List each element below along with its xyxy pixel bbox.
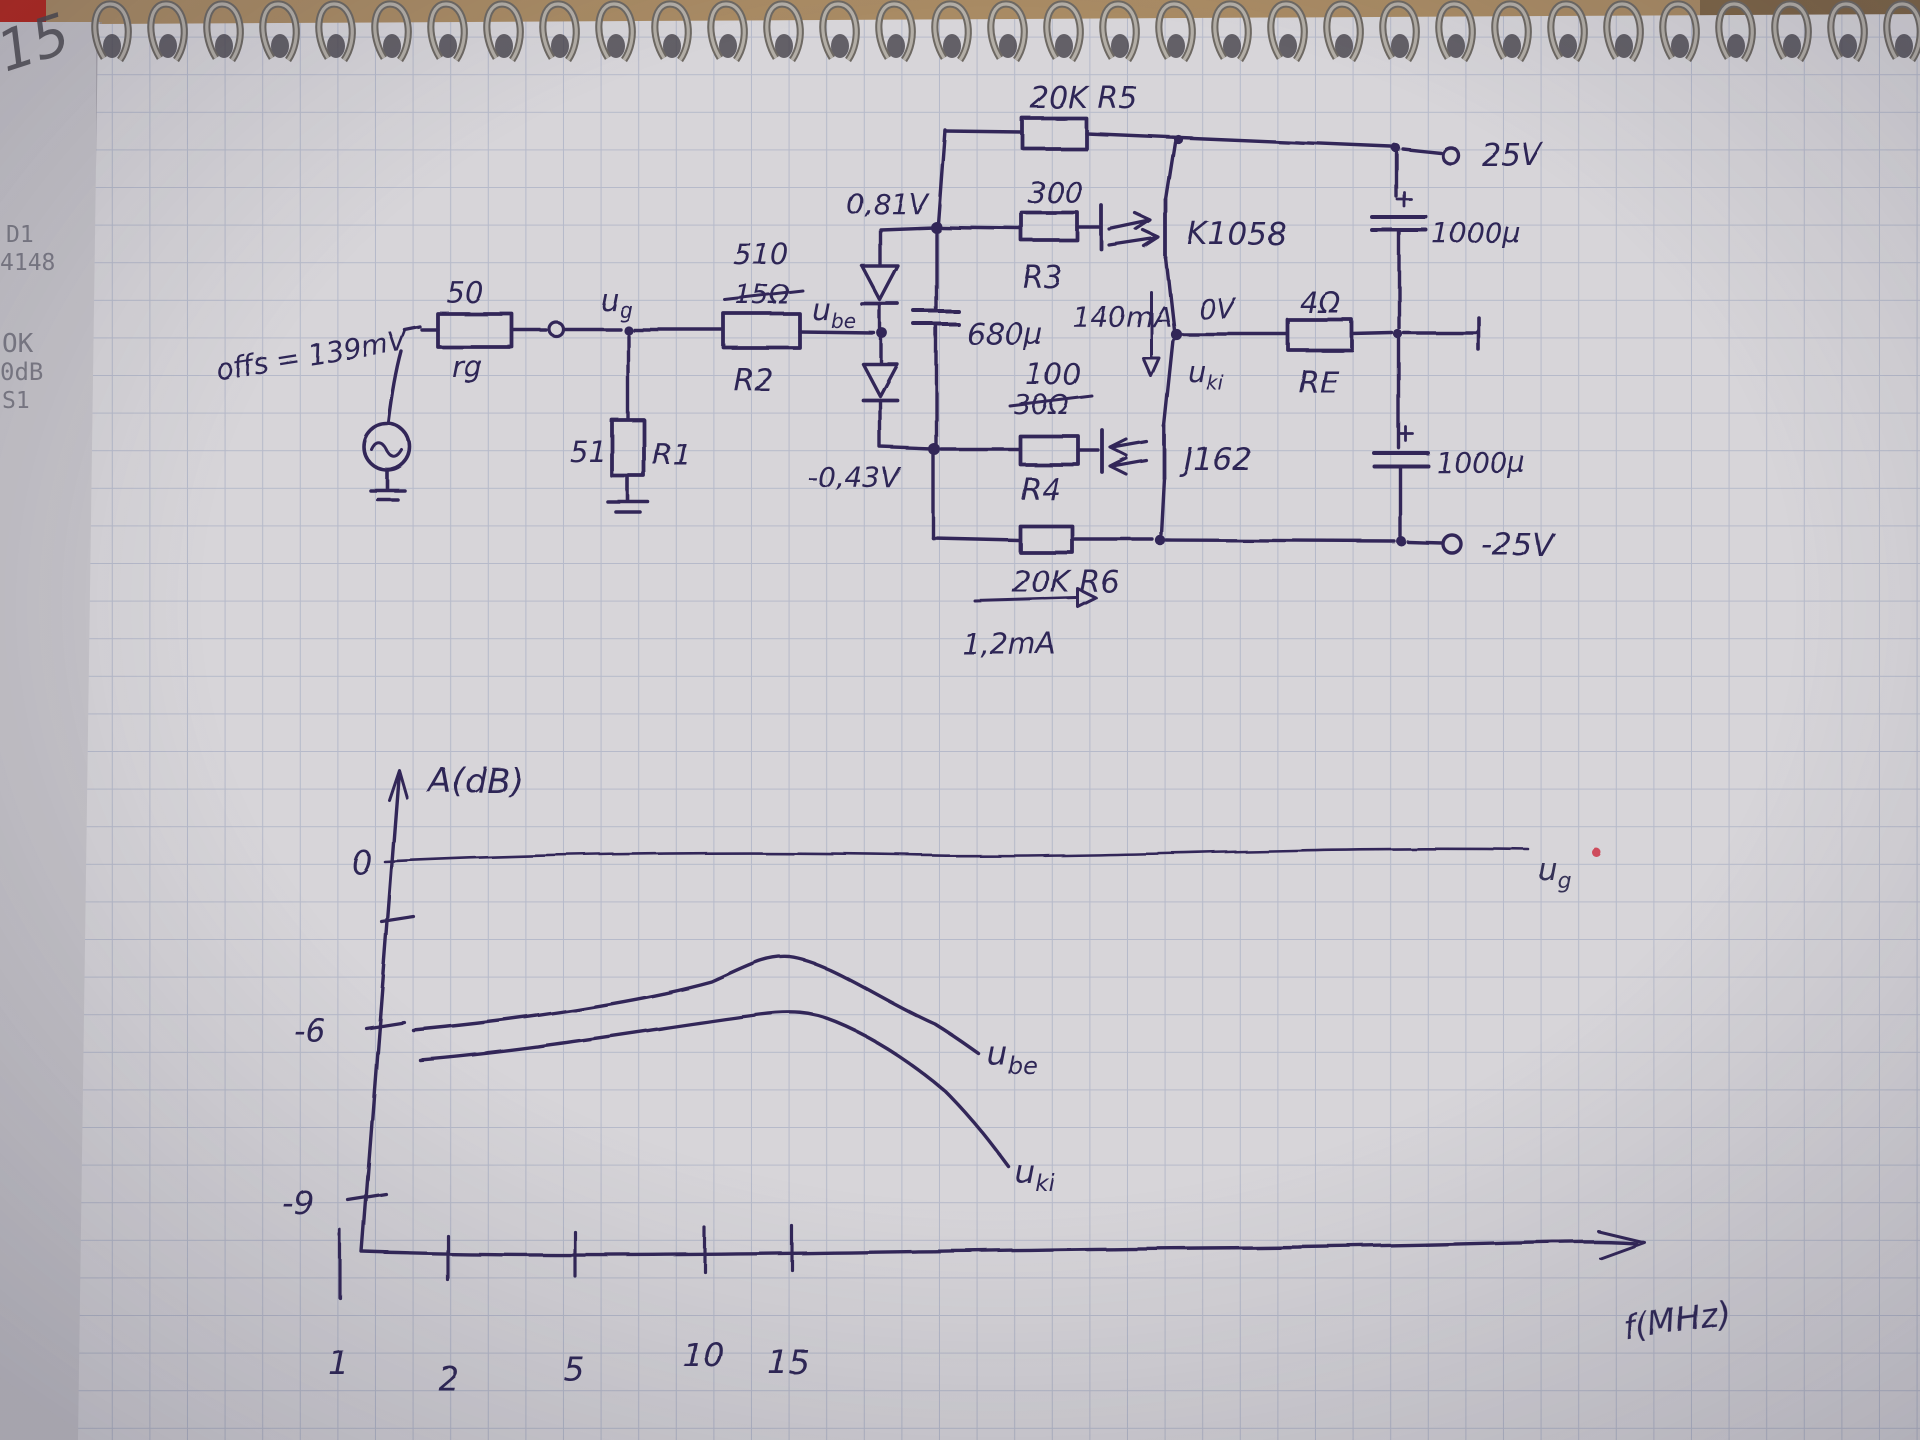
- vignette-overlay: [0, 0, 1920, 1440]
- scene: D1 4148 OK 0dB S1 15 offs = 139mV 50 rg: [0, 0, 1920, 1440]
- notebook-photo: D1 4148 OK 0dB S1 15 offs = 139mV 50 rg: [0, 0, 1920, 1440]
